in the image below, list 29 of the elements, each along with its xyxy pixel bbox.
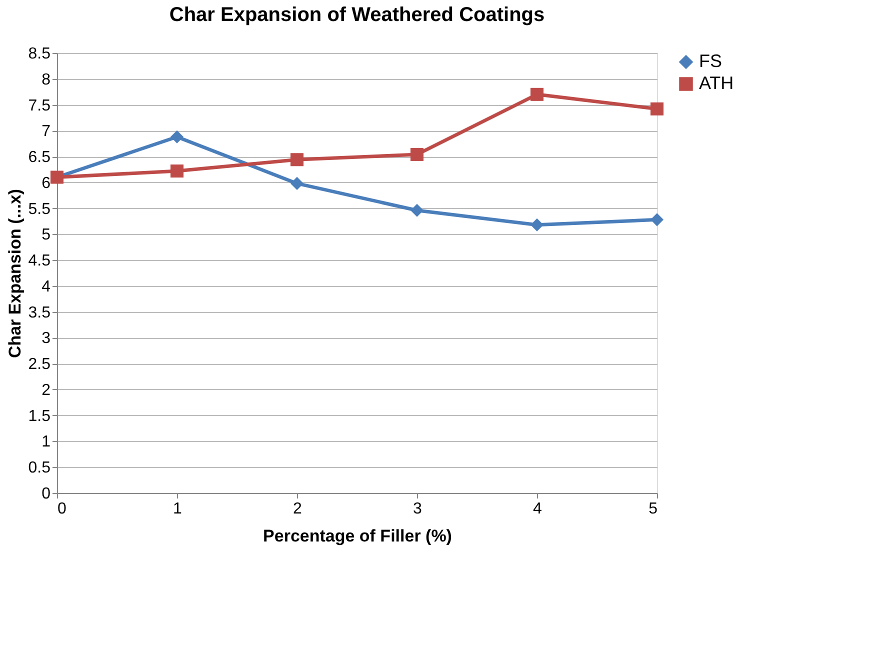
y-tick-label: 4 — [42, 278, 51, 296]
y-tick-label: 2 — [42, 382, 51, 399]
y-tick-label: 5 — [42, 226, 51, 244]
y-tick-label: 4.5 — [28, 252, 51, 270]
x-tick-label: 5 — [648, 500, 658, 518]
y-tick-label: 6 — [42, 174, 51, 192]
y-tick-label: 0 — [42, 486, 51, 502]
y-tick-label: 5.5 — [28, 200, 51, 218]
y-tick-label: 0.5 — [28, 460, 51, 477]
y-axis-title: Char Expansion (...x) — [5, 188, 24, 358]
legend-label: ATH — [699, 73, 734, 93]
x-tick-label: 3 — [413, 500, 422, 518]
x-tick-label: 2 — [293, 500, 302, 518]
x-tick-label: 1 — [173, 500, 182, 518]
legend-label: FS — [699, 51, 722, 71]
x-tick-label: 0 — [58, 500, 66, 518]
y-tick-label: 6.5 — [28, 149, 51, 166]
chart-title: Char Expansion of Weathered Coatings — [169, 4, 545, 26]
y-tick-label: 2.5 — [28, 356, 51, 374]
y-tick-label: 7.5 — [28, 97, 51, 114]
y-tick-label: 8 — [42, 71, 51, 88]
x-tick-label: 4 — [533, 500, 542, 518]
x-axis-title: Percentage of Filler (%) — [263, 526, 452, 546]
y-tick-label: 1 — [42, 434, 51, 451]
y-tick-label: 7 — [42, 123, 51, 140]
y-tick-label: 3 — [42, 330, 51, 348]
y-tick-label: 3.5 — [28, 304, 51, 322]
y-tick-label: 8.5 — [28, 46, 51, 62]
y-tick-label: 1.5 — [28, 408, 51, 425]
